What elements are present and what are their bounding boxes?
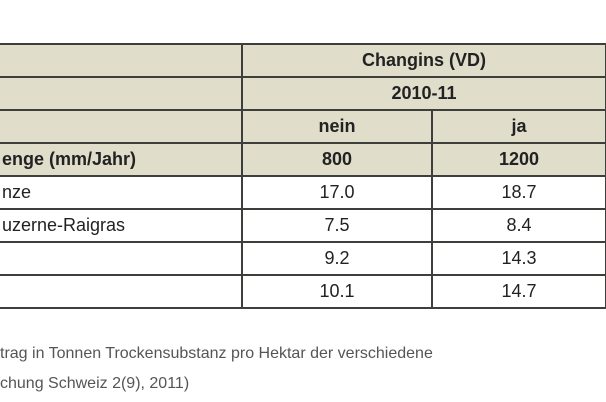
header-empty-cell <box>0 109 243 144</box>
row-label <box>0 274 243 309</box>
header-row-irrigation: nein ja <box>0 109 606 144</box>
header-row-period: 2010-11 <box>0 76 606 111</box>
cell-value: 14.7 <box>431 274 606 309</box>
period-header: 2010-11 <box>241 76 606 111</box>
row-label: uzerne-Raigras <box>0 208 243 243</box>
precip-label: enge (mm/Jahr) <box>0 142 243 177</box>
cell-value: 18.7 <box>431 175 606 210</box>
precip-value: 800 <box>241 142 433 177</box>
table-row: nze 17.0 18.7 <box>0 175 606 210</box>
table-row: 10.1 14.7 <box>0 274 606 309</box>
precip-value: 1200 <box>431 142 606 177</box>
cell-value: 8.4 <box>431 208 606 243</box>
cell-value: 14.3 <box>431 241 606 276</box>
cell-value: 9.2 <box>241 241 433 276</box>
table-row: 9.2 14.3 <box>0 241 606 276</box>
site-header: Changins (VD) <box>241 43 606 78</box>
header-empty-cell <box>0 76 243 111</box>
cell-value: 7.5 <box>241 208 433 243</box>
header-empty-cell <box>0 43 243 78</box>
table-row: uzerne-Raigras 7.5 8.4 <box>0 208 606 243</box>
cell-value: 17.0 <box>241 175 433 210</box>
irrigation-yes: ja <box>431 109 606 144</box>
header-row-precip: enge (mm/Jahr) 800 1200 <box>0 142 606 177</box>
irrigation-no: nein <box>241 109 433 144</box>
caption-line-1: trag in Tonnen Trockensubstanz pro Hekta… <box>0 345 433 362</box>
row-label: nze <box>0 175 243 210</box>
yield-table: Changins (VD) 2010-11 nein ja enge (mm/J… <box>0 43 606 309</box>
row-label <box>0 241 243 276</box>
caption-line-2: chung Schweiz 2(9), 2011) <box>0 375 190 392</box>
cell-value: 10.1 <box>241 274 433 309</box>
header-row-site: Changins (VD) <box>0 43 606 78</box>
